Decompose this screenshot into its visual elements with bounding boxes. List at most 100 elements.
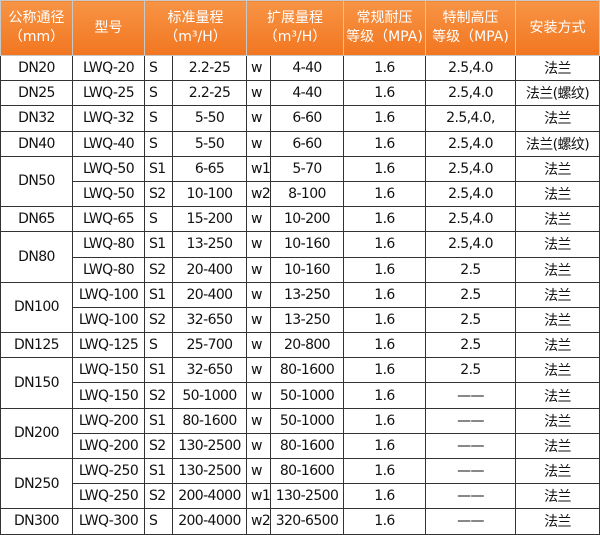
table-row: DN25 LWQ-25 S 2.2-25 w 4-40 1.6 2.5,4.0 法兰(螺纹) bbox=[0, 80, 600, 107]
cell-standard-range: 2.2-25 bbox=[172, 54, 247, 82]
cell-special-pressure: 2.5,4.0 bbox=[425, 180, 516, 208]
cell-extended-code: w bbox=[246, 80, 271, 107]
cell-normal-pressure: 1.6 bbox=[343, 306, 426, 334]
cell-standard-code: S bbox=[144, 206, 173, 233]
header-row: 公称通径 （mm） 型号 标准量程 （m³/H） 扩展量程 （m³/H） 常规耐压 等级… bbox=[0, 0, 600, 56]
cell-special-pressure: 2.5,4.0 bbox=[425, 155, 516, 182]
cell-extended-range: 6-60 bbox=[270, 130, 344, 157]
cell-special-pressure: —— bbox=[425, 407, 516, 434]
cell-standard-range: 200-4000 bbox=[172, 483, 247, 510]
cell-install: 法兰 bbox=[515, 407, 600, 434]
table-row: DN40 LWQ-40 S 5-50 w 6-60 1.6 2.5,4.0 法兰(螺纹) bbox=[0, 130, 600, 157]
cell-standard-range: 25-700 bbox=[172, 332, 247, 359]
cell-extended-code: w bbox=[246, 382, 271, 409]
cell-diameter: DN32 bbox=[0, 105, 73, 132]
cell-extended-range: 6-60 bbox=[270, 105, 344, 132]
cell-normal-pressure: 1.6 bbox=[343, 483, 426, 510]
cell-normal-pressure: 1.6 bbox=[343, 407, 426, 434]
cell-normal-pressure: 1.6 bbox=[343, 508, 426, 535]
cell-normal-pressure: 1.6 bbox=[343, 54, 426, 82]
cell-extended-range: 80-1600 bbox=[270, 357, 344, 384]
cell-diameter: DN40 bbox=[0, 130, 73, 157]
cell-model: LWQ-32 bbox=[72, 105, 145, 132]
cell-model: LWQ-20 bbox=[72, 54, 145, 82]
cell-install: 法兰 bbox=[515, 483, 600, 510]
header-special-pressure: 特制高压 等级（MPA) bbox=[425, 0, 516, 56]
table-row: DN50 LWQ-50 S1 6-65 w1 5-70 1.6 2.5,4.0 法兰 bbox=[0, 155, 600, 208]
table-body: DN20 LWQ-20 S 2.2-25 w 4-40 1.6 2.5,4.0 法兰 DN25 LW… bbox=[0, 54, 600, 535]
cell-standard-code: S bbox=[144, 508, 173, 535]
cell-standard-code: S1 bbox=[144, 357, 173, 384]
cell-extended-range: 10-200 bbox=[270, 206, 344, 233]
cell-extended-range: 10-160 bbox=[270, 256, 344, 283]
cell-model: LWQ-80 bbox=[72, 231, 145, 258]
cell-diameter: DN125 bbox=[0, 332, 73, 359]
table-row: DN150 LWQ-150 S1 32-650 w 80-1600 1.6 2.5 法兰 bbox=[0, 357, 600, 409]
cell-standard-range: 20-400 bbox=[172, 256, 247, 283]
header-extended-range: 扩展量程 （m³/H） bbox=[246, 0, 344, 56]
cell-extended-range: 13-250 bbox=[270, 306, 344, 334]
cell-model: LWQ-250 bbox=[72, 457, 145, 485]
cell-install: 法兰 bbox=[515, 54, 600, 82]
cell-normal-pressure: 1.6 bbox=[343, 231, 426, 258]
cell-standard-code: S bbox=[144, 80, 173, 107]
cell-extended-range: 50-1000 bbox=[270, 382, 344, 409]
cell-extended-code: w bbox=[246, 105, 271, 132]
cell-diameter: DN25 bbox=[0, 80, 73, 107]
cell-model: LWQ-300 bbox=[72, 508, 145, 535]
cell-standard-range: 50-1000 bbox=[172, 382, 247, 409]
header-model: 型号 bbox=[72, 0, 145, 56]
cell-standard-code: S2 bbox=[144, 382, 173, 409]
header-diameter: 公称通径 （mm） bbox=[0, 0, 73, 56]
cell-standard-range: 6-65 bbox=[172, 155, 247, 182]
cell-special-pressure: 2.5 bbox=[425, 281, 516, 308]
cell-extended-code: w bbox=[246, 54, 271, 82]
cell-extended-code: w bbox=[246, 457, 271, 485]
cell-standard-code: S bbox=[144, 105, 173, 132]
cell-extended-range: 320-6500 bbox=[270, 508, 344, 535]
cell-normal-pressure: 1.6 bbox=[343, 130, 426, 157]
cell-standard-range: 20-400 bbox=[172, 281, 247, 308]
cell-normal-pressure: 1.6 bbox=[343, 206, 426, 233]
table-row: LWQ-250 S2 200-4000 w1 130-2500 1.6 —— 法兰 bbox=[1, 483, 600, 510]
cell-standard-code: S2 bbox=[144, 256, 173, 283]
cell-extended-code: w bbox=[246, 130, 271, 157]
cell-standard-code: S2 bbox=[144, 180, 173, 208]
cell-diameter: DN100 bbox=[0, 281, 73, 334]
cell-extended-range: 20-800 bbox=[270, 332, 344, 359]
cell-extended-range: 50-1000 bbox=[270, 407, 344, 434]
cell-model: LWQ-80 bbox=[72, 256, 145, 283]
cell-diameter: DN300 bbox=[0, 508, 73, 535]
cell-standard-code: S1 bbox=[144, 231, 173, 258]
cell-normal-pressure: 1.6 bbox=[343, 432, 426, 460]
cell-special-pressure: —— bbox=[425, 508, 516, 535]
cell-extended-code: w bbox=[246, 281, 271, 308]
cell-extended-range: 10-160 bbox=[270, 231, 344, 258]
table-row: DN100 LWQ-100 S1 20-400 w 13-250 1.6 2.5 法兰 bbox=[0, 281, 600, 334]
table-row: DN65 LWQ-65 S 15-200 w 10-200 1.6 2.5,4.0 法兰 bbox=[0, 206, 600, 233]
cell-extended-range: 80-1600 bbox=[270, 432, 344, 460]
cell-extended-range: 5-70 bbox=[270, 155, 344, 182]
cell-model: LWQ-50 bbox=[72, 155, 145, 182]
cell-extended-range: 8-100 bbox=[270, 180, 344, 208]
cell-special-pressure: 2.5,4.0 bbox=[425, 231, 516, 258]
cell-model: LWQ-200 bbox=[72, 407, 145, 434]
cell-normal-pressure: 1.6 bbox=[343, 357, 426, 384]
header-install: 安装方式 bbox=[515, 0, 600, 56]
cell-special-pressure: 2.5 bbox=[425, 357, 516, 384]
cell-install: 法兰 bbox=[515, 432, 600, 460]
cell-standard-range: 80-1600 bbox=[172, 407, 247, 434]
cell-diameter: DN250 bbox=[0, 457, 73, 510]
cell-extended-code: w bbox=[246, 332, 271, 359]
cell-special-pressure: 2.5,4.0 bbox=[425, 206, 516, 233]
cell-install: 法兰 bbox=[515, 105, 600, 132]
cell-special-pressure: 2.5 bbox=[425, 256, 516, 283]
cell-standard-code: S1 bbox=[144, 457, 173, 485]
cell-normal-pressure: 1.6 bbox=[343, 105, 426, 132]
cell-standard-range: 2.2-25 bbox=[172, 80, 247, 107]
cell-install: 法兰(螺纹) bbox=[515, 80, 600, 107]
cell-model: LWQ-65 bbox=[72, 206, 145, 233]
cell-normal-pressure: 1.6 bbox=[343, 281, 426, 308]
cell-special-pressure: 2.5 bbox=[425, 332, 516, 359]
